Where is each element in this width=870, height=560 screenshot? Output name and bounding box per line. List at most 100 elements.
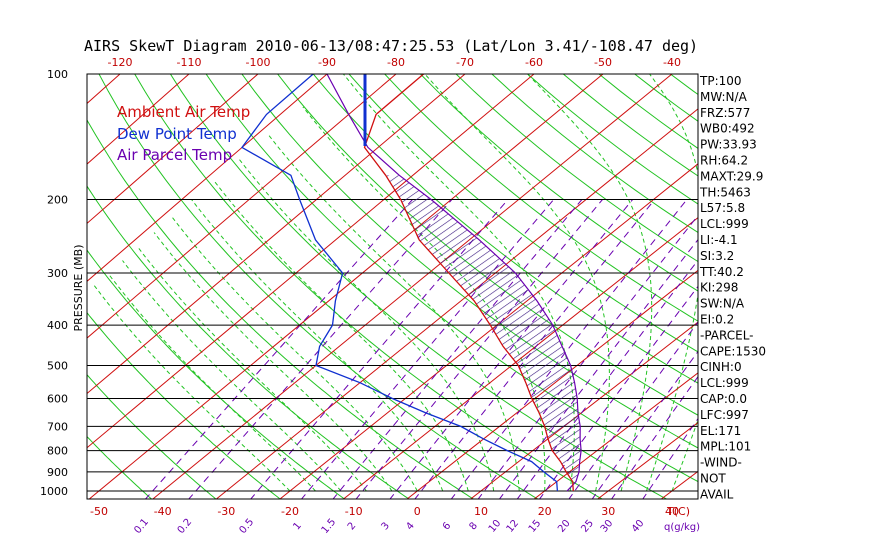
dry-adiabat-line [384,74,698,322]
dry-adiabat-line [169,74,668,499]
top-temp-tick-label: -110 [177,56,202,69]
dry-adiabat-line [87,435,153,499]
legend-dew-point-temp: Dew Point Temp [117,125,237,143]
top-temp-tick-label: -90 [318,56,336,69]
mixing-ratio-line [389,199,633,499]
bottom-temp-tick-label: 30 [601,505,615,518]
dry-adiabat-line [312,74,698,384]
index-item: MW:N/A [700,90,748,104]
pressure-tick-label: 300 [47,267,68,280]
bottom-temp-tick-label: -30 [217,505,235,518]
legend: Ambient Air Temp Dew Point Temp Air Parc… [117,103,250,164]
index-item: EI:0.2 [700,313,734,327]
moist-adiabat-line [107,272,316,492]
index-item: TH:5463 [699,185,751,199]
dry-adiabat-line [455,74,698,263]
air-parcel-temp-line [326,74,582,492]
mixing-ratio-line [642,417,698,499]
pressure-tick-label: 100 [47,68,68,81]
moist-adiabat-line [137,246,367,492]
isotherm-line [87,74,466,395]
bottom-temp-tick-label: -20 [281,505,299,518]
index-item: PW:33.93 [700,138,757,152]
isotherm-line [152,74,673,499]
dry-adiabat-line [134,74,604,499]
index-item: L57:5.8 [700,201,745,215]
isotherm-line [87,74,397,339]
isotherm-line [279,163,698,499]
bottom-temp-tick-label: -10 [345,505,363,518]
dry-adiabat-line [87,311,282,499]
top-temp-tick-label: -120 [108,56,133,69]
frame-layer [86,73,699,500]
index-item: MPL:101 [700,440,751,454]
moist-adiabat-line [171,216,418,492]
dry-adiabat-line [241,74,698,449]
isotherm-line [87,74,328,283]
bottom-temp-tick-label: 40 [665,505,679,518]
cape-area [385,175,582,482]
isotherm-line [406,269,698,499]
index-item: -WIND- [700,456,742,470]
index-item: LFC:997 [700,408,749,422]
legend-ambient-air-temp: Ambient Air Temp [117,103,250,121]
moist-adiabat-line [153,232,393,492]
bottom-temp-tick-label: -50 [90,505,108,518]
index-item: TP:100 [699,74,742,88]
index-item: CINH:0 [700,360,742,374]
index-item: NOT [700,472,726,486]
cape-shading [385,175,582,482]
moist-adiabat-line [213,180,469,492]
bottom-temp-tick-label: 10 [474,505,488,518]
top-temp-tick-label: -100 [246,56,271,69]
dry-adiabat-line [87,118,475,499]
index-item: EL:171 [700,424,741,438]
mixing-ratio-tick-label: 8 [468,520,481,532]
index-item: LCL:999 [700,376,749,390]
top-temp-tick-label: -60 [525,56,543,69]
isotherm-line [88,74,604,499]
top-temp-tick-label: -80 [387,56,405,69]
mixing-ratio-tick-label: 1 [291,520,304,532]
bottom-temp-unit-label: T(C) [666,505,690,518]
isotherm-line [342,217,698,499]
mixing-ratio-tick-label: 4 [404,520,417,532]
moist-adiabat-line [527,74,653,492]
series-layer [241,74,582,492]
pressure-tick-label: 1000 [40,485,68,498]
index-item: RH:64.2 [700,154,748,168]
pressure-tick-label: 700 [47,420,68,433]
pressure-tick-label: 900 [47,466,68,479]
legend-air-parcel-temp: Air Parcel Temp [117,146,232,164]
pressure-tick-label: 800 [47,445,68,458]
moist-adiabat-line [646,74,698,492]
top-temp-tick-label: -40 [663,56,681,69]
index-item: CAP:0.0 [700,392,747,406]
stability-indices: TP:100 MW:N/A FRZ:577 WB0:492 PW:33.93 RH:64.… [699,74,766,501]
index-item: SW:N/A [700,297,745,311]
index-item: LCL:999 [700,217,749,231]
dry-adiabat-line [87,185,410,499]
y-axis-label: PRESSURE (MB) [72,245,85,332]
index-item: KI:298 [700,281,738,295]
dry-adiabat-line [420,74,698,292]
mixing-ratio-line [414,199,656,499]
index-item: TT:40.2 [699,265,744,279]
ambient-air-temp-line [363,74,574,492]
index-item: -PARCEL- [700,328,754,342]
index-item: CAPE:1530 [700,344,766,358]
isotherm-line [87,74,190,165]
dry-adiabat-line [87,373,217,499]
isotherm-line [533,372,698,499]
dry-adiabat-line [98,74,539,499]
moist-adiabat-line [238,158,495,492]
moist-adiabat-line [424,74,610,492]
index-item: WB0:492 [700,122,755,136]
mixing-ratio-line [450,199,688,499]
bottom-temp-tick-label: 20 [538,505,552,518]
top-temp-tick-label: -50 [594,56,612,69]
bottom-temp-tick-label: -40 [154,505,172,518]
index-item: LI:-4.1 [700,233,738,247]
